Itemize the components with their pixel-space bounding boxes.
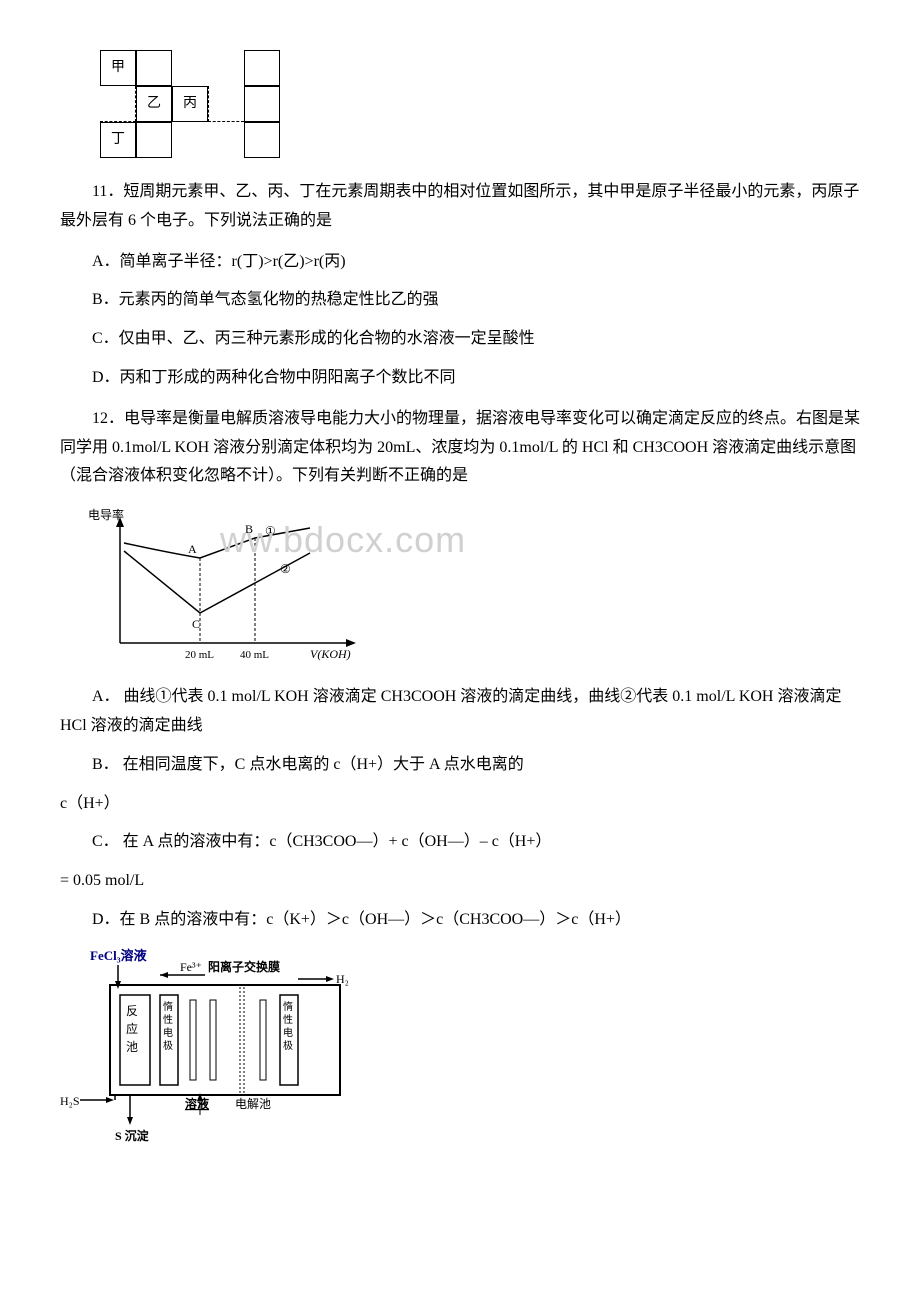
fecl3-label: FeCl₃溶液 bbox=[90, 948, 147, 963]
q12-C: C． 在 A 点的溶液中有：c（CH3COO—）+ c（OH—）– c（H+） bbox=[60, 828, 860, 857]
cell-dashed2 bbox=[208, 86, 244, 122]
svg-text:惰: 惰 bbox=[163, 1000, 173, 1013]
cell-empty bbox=[136, 50, 172, 86]
cell-yi: 乙 bbox=[136, 86, 172, 122]
electrolysis-diagram: FeCl₃溶液 Fe³⁺ 阳离子交换膜 H₂ 反 应 池 惰 性 电 极 惰 bbox=[60, 945, 860, 1145]
svg-text:惰: 惰 bbox=[283, 1000, 293, 1013]
reaction-r2: 应 bbox=[126, 1021, 138, 1036]
conductivity-chart: ww.bdocx.com 电导率 A B C ① ② 20 mL 40 mL V… bbox=[80, 503, 860, 673]
cell-jia: 甲 bbox=[100, 50, 136, 86]
chart-svg: 电导率 A B C ① ② 20 mL 40 mL V(KOH) bbox=[80, 503, 380, 673]
s-label: S 沉淀 bbox=[115, 1128, 150, 1143]
svg-text:电: 电 bbox=[163, 1026, 173, 1039]
q12-D: D．在 B 点的溶液中有：c（K+）＞c（OH—）＞c（CH3COO—）＞c（H… bbox=[60, 906, 860, 935]
svg-text:极: 极 bbox=[163, 1039, 173, 1052]
h2-label: H₂ bbox=[336, 972, 349, 986]
q11-C: C．仅由甲、乙、丙三种元素形成的化合物的水溶液一定呈酸性 bbox=[60, 325, 860, 354]
reaction-r3: 池 bbox=[126, 1040, 138, 1054]
cell-ding: 丁 bbox=[100, 122, 136, 158]
q11-D: D．丙和丁形成的两种化合物中阴阳离子个数比不同 bbox=[60, 364, 860, 393]
cell-empty2 bbox=[244, 50, 280, 86]
q12-C2: = 0.05 mol/L bbox=[60, 867, 860, 896]
cell-empty3 bbox=[244, 86, 280, 122]
xtick1: 20 mL bbox=[185, 649, 214, 661]
q12-A: A． 曲线①代表 0.1 mol/L KOH 溶液滴定 CH3COOH 溶液的滴… bbox=[60, 683, 860, 741]
q12-stem: 12．电导率是衡量电解质溶液导电能力大小的物理量，据溶液电导率变化可以确定滴定反… bbox=[60, 405, 860, 491]
diagram-svg: FeCl₃溶液 Fe³⁺ 阳离子交换膜 H₂ 反 应 池 惰 性 电 极 惰 bbox=[60, 945, 380, 1145]
pt-C: C bbox=[192, 617, 200, 631]
pt-B: B bbox=[245, 522, 253, 536]
cell-gap bbox=[172, 50, 244, 86]
cell-gap2 bbox=[172, 122, 244, 158]
xtick2: 40 mL bbox=[240, 649, 269, 661]
cell-empty4 bbox=[136, 122, 172, 158]
q11-A: A．简单离子半径：r(丁)>r(乙)>r(丙) bbox=[60, 248, 860, 277]
xlabel: V(KOH) bbox=[310, 647, 351, 661]
membrane-label: 阳离子交换膜 bbox=[208, 959, 280, 974]
cell-bing: 丙 bbox=[172, 86, 208, 122]
reaction-r1: 反 bbox=[126, 1004, 138, 1018]
svg-text:性: 性 bbox=[163, 1013, 173, 1026]
pt-A: A bbox=[188, 542, 197, 556]
svg-text:电: 电 bbox=[283, 1026, 293, 1039]
ylabel: 电导率 bbox=[88, 507, 124, 522]
cell-label: 电解池 bbox=[235, 1097, 271, 1111]
svg-text:极: 极 bbox=[283, 1039, 293, 1052]
q11-stem: 11．短周期元素甲、乙、丙、丁在元素周期表中的相对位置如图所示，其中甲是原子半径… bbox=[60, 178, 860, 236]
periodic-table-grid: 甲 乙 丙 丁 bbox=[100, 50, 860, 158]
fe3-label: Fe³⁺ bbox=[180, 960, 202, 974]
solution-label: 溶液 bbox=[185, 1096, 209, 1111]
q12-B: B． 在相同温度下，C 点水电离的 c（H+）大于 A 点水电离的 bbox=[60, 751, 860, 780]
q11-B: B．元素丙的简单气态氢化物的热稳定性比乙的强 bbox=[60, 286, 860, 315]
q12-B2: c（H+） bbox=[60, 790, 860, 819]
cell-empty5 bbox=[244, 122, 280, 158]
h2s-label: H₂S bbox=[60, 1094, 80, 1108]
curve1: ① bbox=[265, 524, 276, 538]
cell-dashed bbox=[100, 86, 136, 122]
svg-text:性: 性 bbox=[283, 1013, 293, 1026]
curve2: ② bbox=[280, 562, 291, 576]
